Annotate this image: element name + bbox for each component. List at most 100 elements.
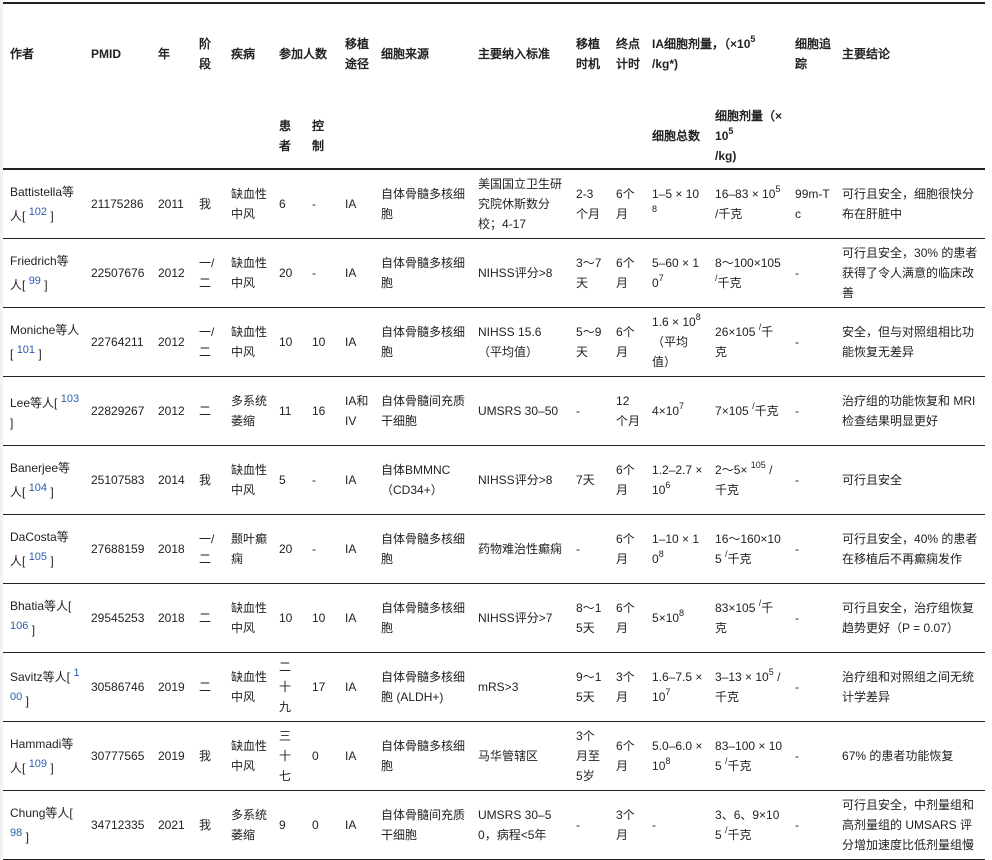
- cell-total: 1–10 × 108: [645, 514, 709, 584]
- cell-conclusion: 可行且安全，中剂量组和高剂量组的 UMSARS 评分增加速度比低剂量组慢: [835, 790, 986, 860]
- reference-link[interactable]: 106: [10, 620, 29, 632]
- header-patients: 患者: [272, 104, 305, 170]
- dose-exponent: 105: [750, 460, 766, 470]
- cell-inclusion: UMSRS 30–50，病程<5年: [471, 790, 570, 860]
- cell-disease: 缺血性中风: [224, 238, 272, 308]
- cell-pmid: 21175286: [84, 169, 151, 239]
- cell-total: 1.2–2.7 × 106: [645, 445, 709, 515]
- cell-route: IA: [338, 169, 375, 239]
- total-value: 5–60 × 10: [652, 256, 700, 290]
- cell-dose: 3–13 × 105 /千克: [708, 652, 789, 722]
- cell-source: 自体骨髓多核细胞: [374, 307, 472, 377]
- total-value: 5.0–6.0 × 10: [652, 739, 703, 773]
- cell-tracking: -: [788, 445, 836, 515]
- cell-control: 0: [305, 721, 339, 791]
- reference-link[interactable]: 105: [28, 551, 48, 563]
- cell-phase: 我: [192, 445, 224, 515]
- cell-tracking: 99m-Tc: [788, 169, 836, 239]
- author-name: Chung等人[: [10, 806, 73, 820]
- cell-author: Moniche等人[ 101 ]: [3, 307, 84, 377]
- table-row: Friedrich等人[ 99 ] 22507676 2012 一/二 缺血性中风 20-…: [3, 238, 986, 308]
- reference-link[interactable]: 104: [28, 482, 48, 494]
- cell-disease: 多系统萎缩: [224, 790, 272, 860]
- header-tracking: 细胞追踪: [788, 2, 836, 104]
- cell-tracking: -: [788, 652, 836, 722]
- cell-source: 自体骨髓多核细胞: [374, 721, 472, 791]
- reference-link[interactable]: 98: [10, 827, 23, 839]
- reference-link[interactable]: 103: [60, 393, 80, 405]
- dose-value: 8～100×105: [715, 256, 781, 270]
- reference-link[interactable]: 109: [28, 758, 48, 770]
- cell-route: IA: [338, 307, 375, 377]
- cell-phase: 二: [192, 376, 224, 446]
- cell-disease: 缺血性中风: [224, 652, 272, 722]
- cell-endpoint: 6个月: [609, 307, 646, 377]
- header-enrolled: 参加人数: [272, 2, 339, 104]
- author-name: DaCosta等人[: [10, 530, 69, 568]
- dose-exponent: 5: [775, 184, 781, 194]
- cell-year: 2021: [151, 790, 192, 860]
- cell-conclusion: 安全，但与对照组相比功能恢复无差异: [835, 307, 986, 377]
- cell-phase: 二: [192, 652, 224, 722]
- cell-conclusion: 可行且安全，40% 的患者在移植后不再癫痫发作: [835, 514, 986, 584]
- reference-link[interactable]: 99: [28, 275, 41, 287]
- cell-endpoint: 6个月: [609, 583, 646, 653]
- cell-year: 2019: [151, 652, 192, 722]
- dose-exponent: /: [715, 273, 718, 283]
- dose-value: 3、6、9×105: [715, 808, 780, 842]
- cell-pmid: 22764211: [84, 307, 151, 377]
- cell-control: 10: [305, 307, 339, 377]
- cell-patients: 20: [272, 238, 305, 308]
- header-control: 控制: [305, 104, 339, 170]
- dose-exponent: /: [752, 401, 755, 411]
- cell-control: -: [305, 238, 339, 308]
- reference-link[interactable]: 101: [16, 344, 36, 356]
- cell-route: IA: [338, 238, 375, 308]
- header-ia-dose: IA细胞剂量，（×105/kg*): [645, 2, 789, 104]
- cell-patients: 10: [272, 307, 305, 377]
- cell-control: -: [305, 445, 339, 515]
- total-value: 1–5 × 10: [652, 187, 700, 201]
- cell-phase: 二: [192, 583, 224, 653]
- cell-year: 2012: [151, 238, 192, 308]
- cell-phase: 一/二: [192, 238, 224, 308]
- total-value: 1.6 × 10: [652, 315, 696, 329]
- cell-endpoint: 3个月: [609, 790, 646, 860]
- dose-unit: /千克: [715, 463, 773, 497]
- cell-phase: 一/二: [192, 307, 224, 377]
- cell-timing: -: [569, 514, 610, 584]
- cell-patients: 5: [272, 445, 305, 515]
- cell-disease: 缺血性中风: [224, 583, 272, 653]
- cell-dose: 83–100 × 105 /千克: [708, 721, 789, 791]
- reference-link[interactable]: 100: [10, 667, 80, 703]
- cell-pmid: 22507676: [84, 238, 151, 308]
- cell-total: 1.6 × 108 （平均值）: [645, 307, 709, 377]
- cell-dose: 26×105 /千克: [708, 307, 789, 377]
- total-value: 1.2–2.7 × 10: [652, 463, 703, 497]
- table-row: Savitz等人[ 100 ] 30586746 2019 二缺血性中风 二十九 17 IA…: [3, 652, 986, 722]
- author-name: Battistella等人[: [10, 185, 75, 223]
- header-dose: 细胞剂量（×105/kg): [708, 104, 789, 170]
- cell-phase: 一/二: [192, 514, 224, 584]
- cell-phase: 我: [192, 169, 224, 239]
- cell-author: Chung等人[ 98 ]: [3, 790, 84, 860]
- cell-patients: 6: [272, 169, 305, 239]
- cell-timing: 3个月至5岁: [569, 721, 610, 791]
- total-value: 1–10 × 10: [652, 532, 700, 566]
- cell-dose: 83×105 /千克: [708, 583, 789, 653]
- dose-value: 3–13 × 10: [715, 670, 769, 684]
- author-name: Moniche等人[: [10, 323, 80, 361]
- cell-inclusion: 马华管辖区: [471, 721, 570, 791]
- reference-link[interactable]: 102: [28, 206, 48, 218]
- page-margin: [0, 0, 3, 859]
- author-name: Bhatia等人[: [10, 599, 72, 613]
- cell-year: 2019: [151, 721, 192, 791]
- cell-pmid: 27688159: [84, 514, 151, 584]
- cell-conclusion: 治疗组的功能恢复和 MRI 检查结果明显更好: [835, 376, 986, 446]
- cell-disease: 颞叶癫痫: [224, 514, 272, 584]
- cell-author: Savitz等人[ 100 ]: [3, 652, 84, 722]
- cell-year: 2018: [151, 514, 192, 584]
- dose-exponent: 5: [768, 667, 774, 677]
- cell-inclusion: 美国国立卫生研究院休斯数分校；4-17: [471, 169, 570, 239]
- table-row: Moniche等人[ 101 ] 22764211 2012 一/二 缺血性中风 10 10…: [3, 307, 986, 377]
